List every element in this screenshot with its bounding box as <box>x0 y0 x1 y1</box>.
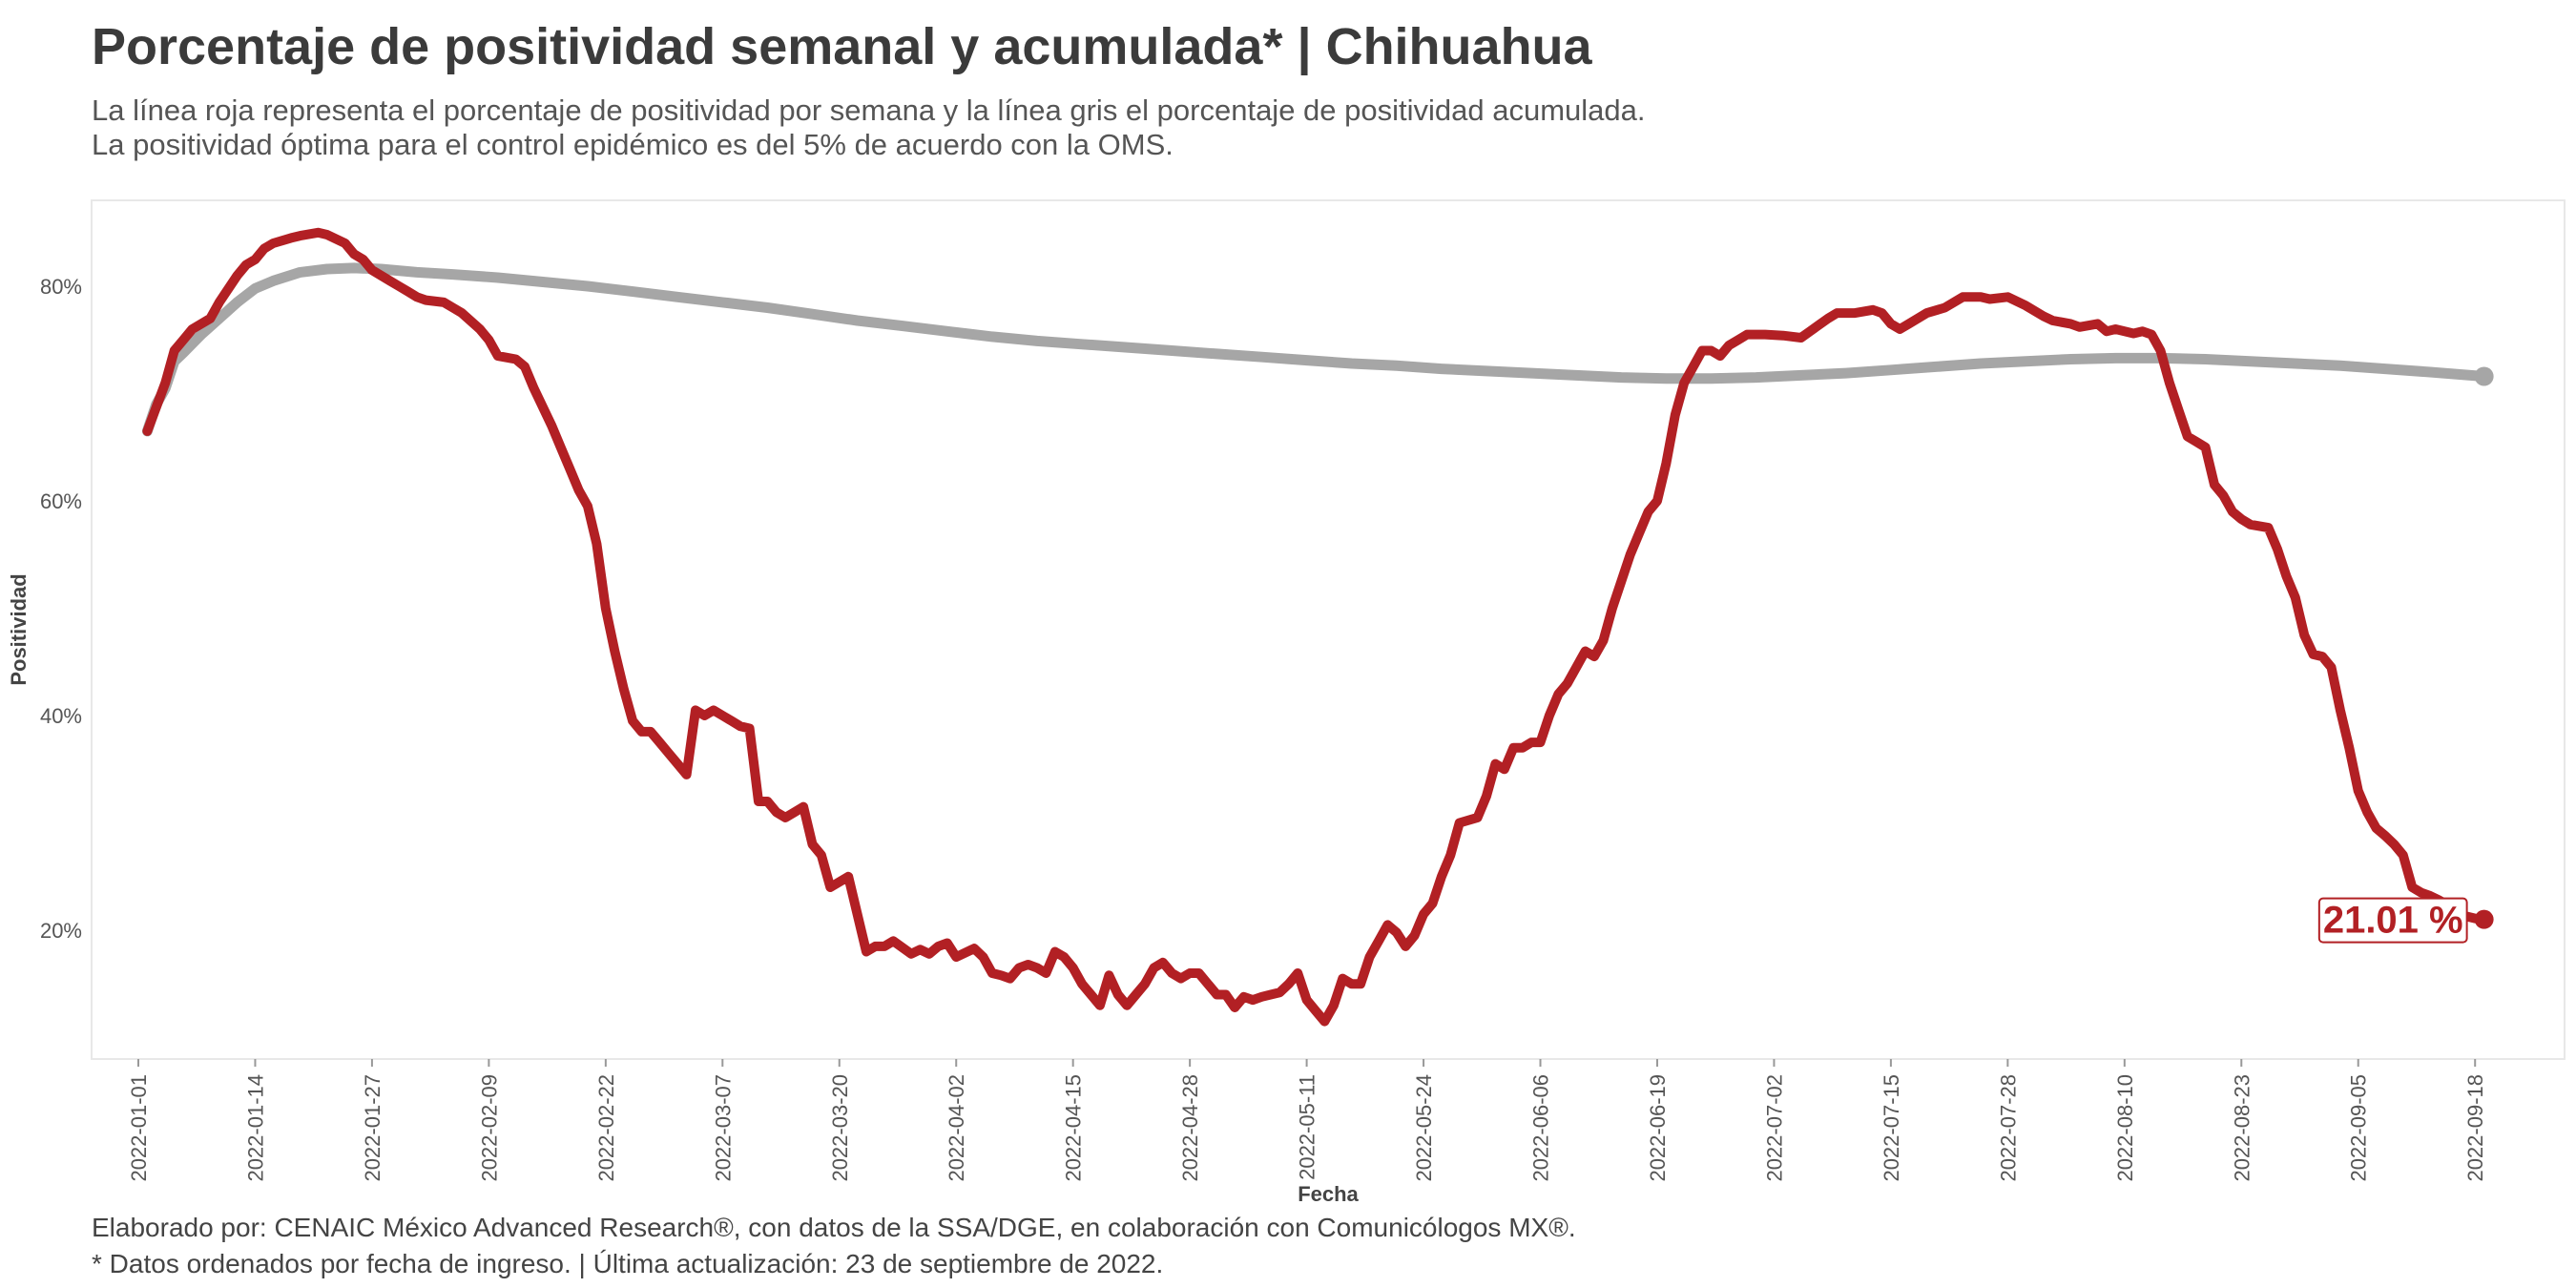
x-tick-label: 2022-09-05 <box>2347 1074 2371 1182</box>
chart-caption: Elaborado por: CENAIC México Advanced Re… <box>92 1210 1576 1282</box>
x-tick-label: 2022-01-14 <box>243 1074 267 1182</box>
series-line-cumulative <box>141 262 2490 437</box>
caption-line-1: Elaborado por: CENAIC México Advanced Re… <box>92 1213 1576 1242</box>
series-line-weekly <box>142 227 2489 1027</box>
series-end-point-weekly <box>2474 909 2494 929</box>
x-tick-label: 2022-07-02 <box>1762 1074 1786 1182</box>
x-tick-label: 2022-06-06 <box>1529 1074 1553 1182</box>
series-end-point-cumulative <box>2474 366 2494 386</box>
x-tick-label: 2022-08-23 <box>2230 1074 2254 1182</box>
end-value-label: 21.01 % <box>2323 900 2463 942</box>
chart-subtitle: La línea roja representa el porcentaje d… <box>92 93 1646 162</box>
x-tick-label: 2022-05-24 <box>1412 1074 1436 1182</box>
x-tick-label: 2022-07-28 <box>1996 1074 2020 1182</box>
y-tick-label: 40% <box>40 704 82 728</box>
y-tick-label: 80% <box>40 275 82 299</box>
x-tick-label: 2022-07-15 <box>1880 1074 1903 1182</box>
x-tick-label: 2022-09-18 <box>2463 1074 2487 1182</box>
chart-title: Porcentaje de positividad semanal y acum… <box>92 18 1592 75</box>
x-tick-label: 2022-01-01 <box>127 1074 151 1182</box>
x-tick-label: 2022-02-09 <box>477 1074 501 1182</box>
x-axis-title: Fecha <box>1298 1182 1359 1206</box>
y-tick-label: 60% <box>40 489 82 513</box>
x-tick-label: 2022-06-19 <box>1646 1074 1670 1182</box>
x-tick-label: 2022-03-07 <box>711 1074 735 1182</box>
x-tick-label: 2022-08-10 <box>2113 1074 2137 1182</box>
x-tick-label: 2022-04-15 <box>1062 1074 1086 1182</box>
y-tick-label: 20% <box>40 919 82 943</box>
x-axis-ticks: 2022-01-01 2022-01-14 2022-01-27 2022-02-09… <box>127 1059 2487 1182</box>
x-tick-label: 2022-05-11 <box>1296 1074 1319 1180</box>
x-tick-label: 2022-04-02 <box>945 1074 968 1182</box>
plot-panel-border <box>91 199 2566 1060</box>
x-tick-label: 2022-04-28 <box>1178 1074 1202 1182</box>
caption-line-2: * Datos ordenados por fecha de ingreso. … <box>92 1249 1164 1278</box>
end-value-label-box <box>2317 897 2468 944</box>
subtitle-line-1: La línea roja representa el porcentaje d… <box>92 93 1646 127</box>
subtitle-line-2: La positividad óptima para el control ep… <box>92 128 1174 161</box>
x-tick-label: 2022-01-27 <box>361 1074 384 1182</box>
y-axis-ticks: 20% 40% 60% 80% <box>40 275 82 943</box>
y-axis-title: Positividad <box>7 573 31 685</box>
x-tick-label: 2022-02-22 <box>594 1074 618 1182</box>
x-tick-label: 2022-03-20 <box>828 1074 852 1182</box>
